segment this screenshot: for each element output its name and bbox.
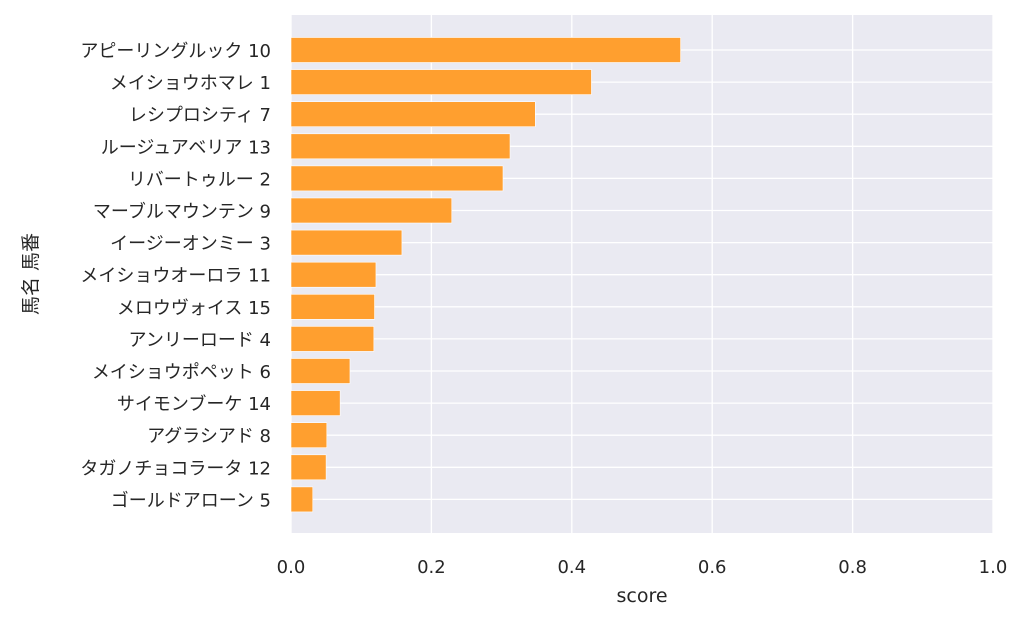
y-tick-label: メイショウポペット 6 — [92, 362, 271, 383]
y-tick-label: アンリーロード 4 — [129, 330, 271, 351]
y-axis-label: 馬名 馬番 — [20, 233, 42, 315]
bar — [290, 358, 351, 384]
y-tick-label: メイショウホマレ 1 — [110, 73, 271, 94]
x-tick-label: 0.6 — [698, 557, 727, 578]
bar — [290, 454, 327, 481]
y-tick-label: サイモンブーケ 14 — [117, 393, 271, 415]
y-tick-label: リバートゥルー 2 — [128, 169, 271, 190]
y-tick-label: ルージュアベリア 13 — [101, 137, 271, 158]
x-tick-label: 0.8 — [838, 557, 867, 578]
bar — [290, 261, 377, 288]
y-tick-label: タガノチョコラータ 12 — [80, 458, 271, 479]
y-tick-label: メロウヴォイス 15 — [117, 298, 271, 319]
y-tick-label: レシプロシティ 7 — [129, 105, 271, 126]
plot-background — [291, 15, 993, 533]
x-tick-label: 0.2 — [417, 557, 446, 578]
x-tick-label: 0.4 — [557, 557, 586, 578]
bar — [290, 197, 453, 224]
x-tick-labels: 0.0 0.2 0.4 0.6 0.8 1.0 — [277, 557, 1008, 578]
x-tick-label: 0.0 — [277, 557, 306, 578]
y-tick-label: メイショウオーロラ 11 — [80, 266, 271, 287]
y-tick-label: マーブルマウンテン 9 — [93, 201, 271, 223]
y-tick-label: イージーオンミー 3 — [110, 234, 271, 255]
bar — [290, 486, 314, 513]
x-tick-label: 1.0 — [979, 557, 1008, 578]
bar — [290, 165, 504, 192]
bar — [290, 69, 592, 95]
y-tick-label: アピーリングルック 10 — [80, 41, 271, 62]
bars — [290, 37, 681, 513]
y-tick-label: アグラシアド 8 — [147, 426, 271, 447]
bar — [290, 390, 341, 416]
bar — [290, 101, 536, 127]
bar — [290, 293, 375, 320]
y-tick-label: ゴールドアローン 5 — [111, 490, 271, 511]
y-tick-labels: アピーリングルック 10 メイショウホマレ 1 レシプロシティ 7 ルージュアベリア … — [80, 41, 271, 511]
bar — [290, 133, 511, 160]
bar — [290, 422, 328, 449]
bar — [290, 229, 403, 256]
x-axis-label: score — [616, 585, 667, 607]
bar — [290, 37, 681, 63]
bar — [290, 326, 375, 352]
